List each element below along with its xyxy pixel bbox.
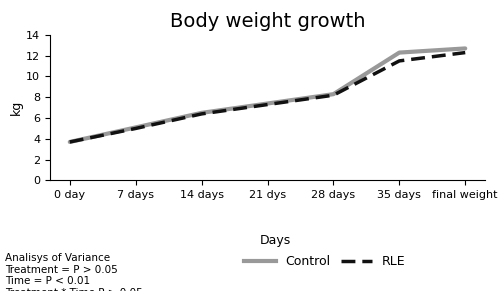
Text: Days: Days (260, 235, 290, 247)
Y-axis label: kg: kg (10, 100, 24, 115)
Title: Body weight growth: Body weight growth (170, 12, 365, 31)
Legend: Control, RLE: Control, RLE (240, 250, 410, 273)
Text: Analisys of Variance
Treatment = P > 0.05
Time = P < 0.01
Treatment * Time P > 0: Analisys of Variance Treatment = P > 0.0… (5, 253, 143, 291)
